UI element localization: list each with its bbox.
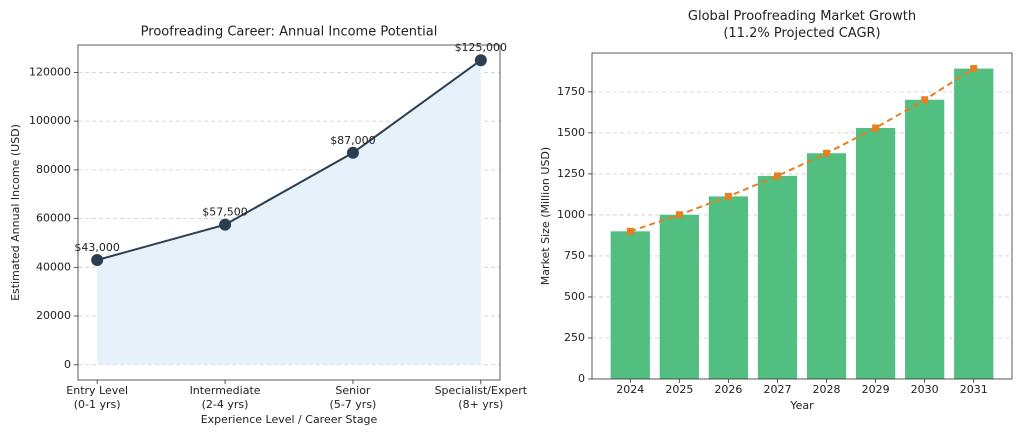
line (96, 59, 482, 261)
marker (921, 96, 929, 104)
x-tick-label: Specialist/Expert (8+ yrs) (435, 384, 528, 411)
x-tick-label: Entry Level (0-1 yrs) (66, 384, 128, 411)
x-tick-label: 2029 (862, 383, 890, 396)
bar (905, 99, 945, 379)
x-tick-label: Senior (5-7 yrs) (330, 384, 377, 411)
y-tick-label: 750 (564, 249, 585, 262)
x-axis-label: Experience Level / Career Stage (201, 413, 378, 426)
y-tick-label: 500 (564, 290, 585, 303)
y-tick-label: 1000 (557, 208, 585, 221)
data-label: $43,000 (74, 241, 120, 254)
bar (610, 231, 650, 379)
x-tick-label: 2027 (763, 383, 791, 396)
marker (724, 192, 732, 200)
x-tick-label: 2025 (665, 383, 693, 396)
area (97, 60, 481, 365)
x-tick-label: 2024 (616, 383, 644, 396)
y-tick-label: 1500 (557, 126, 585, 139)
marker (219, 218, 232, 231)
y-axis-label: Estimated Annual Income (USD) (9, 124, 22, 301)
line (629, 67, 975, 233)
x-tick-label: 2026 (714, 383, 742, 396)
x-axis-label: Year (789, 399, 814, 412)
data-label: $57,500 (202, 206, 248, 219)
y-tick-label: 1750 (557, 85, 585, 98)
y-axis-label: Market Size (Million USD) (539, 147, 552, 285)
x-tick-label: Intermediate (2-4 yrs) (190, 384, 261, 411)
data-label: $87,000 (330, 134, 376, 147)
data-label: $125,000 (455, 41, 508, 54)
plot-frame (77, 44, 501, 381)
marker (626, 227, 634, 235)
marker (872, 124, 880, 132)
y-tick-label: 100000 (29, 114, 71, 127)
marker (675, 211, 683, 219)
y-tick-label: 60000 (36, 212, 71, 225)
y-tick-label: 1250 (557, 167, 585, 180)
marker (346, 146, 359, 159)
marker (474, 54, 487, 67)
bar (708, 196, 749, 379)
chart-title: Proofreading Career: Annual Income Poten… (141, 25, 438, 40)
y-tick-label: 80000 (36, 163, 71, 176)
marker (823, 149, 831, 157)
x-tick-label: 2028 (813, 383, 841, 396)
chart-title: Global Proofreading Market Growth (11.2% … (688, 9, 916, 41)
y-tick-label: 250 (564, 331, 585, 344)
marker (773, 172, 781, 180)
y-tick-label: 120000 (29, 65, 71, 78)
y-tick-label: 0 (64, 358, 71, 371)
y-tick-label: 0 (578, 372, 585, 385)
x-tick-label: 2031 (960, 383, 988, 396)
bar (855, 127, 896, 379)
marker (970, 65, 978, 73)
bar (757, 175, 798, 379)
y-tick-label: 20000 (36, 309, 71, 322)
bar (659, 214, 699, 379)
y-tick-label: 40000 (36, 260, 71, 273)
marker (91, 254, 104, 267)
x-tick-label: 2030 (911, 383, 939, 396)
plot-frame (591, 52, 1013, 380)
bar (954, 68, 994, 380)
bar (806, 153, 847, 379)
